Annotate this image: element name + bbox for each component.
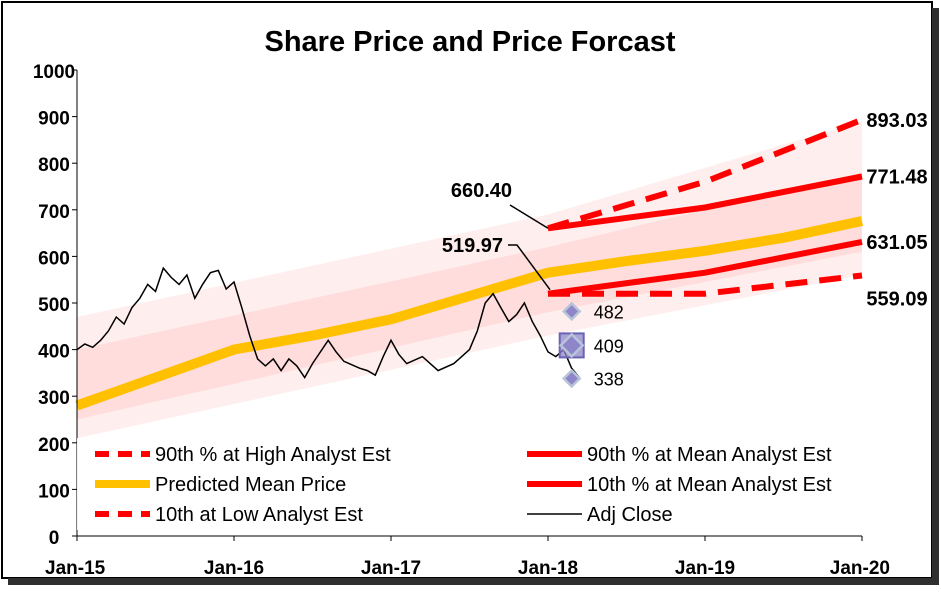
y-tick-label: 200 [38, 435, 70, 456]
series-10th-at-low-analyst-est [548, 272, 863, 297]
chart-legend: 90th % at High Analyst Est 90th % at Mean… [77, 438, 880, 530]
series-adj-close [76, 266, 580, 380]
analyst-marker-label: 409 [594, 336, 624, 356]
x-tick-label: Jan-18 [518, 558, 578, 579]
x-tick-label: Jan-20 [830, 558, 890, 579]
y-tick-label: 0 [49, 528, 60, 549]
y-tick-label: 300 [38, 388, 70, 409]
y-tick-label: 900 [38, 109, 70, 130]
annotation-label: 893.03 [866, 110, 927, 132]
series-10th-at-mean-analyst-est [547, 238, 863, 297]
series-90th-at-mean-analyst-est [547, 173, 863, 232]
annotation-label: 559.09 [866, 288, 927, 310]
legend-label: Predicted Mean Price [155, 474, 346, 496]
legend-label: 90th % at Mean Analyst Est [587, 444, 832, 466]
series-layer [75, 117, 864, 411]
legend-label: 10th % at Mean Analyst Est [587, 474, 832, 496]
annotation-label: 631.05 [866, 232, 927, 254]
series-predicted-mean-price [75, 216, 864, 411]
legend-label: Adj Close [587, 504, 673, 526]
chart-title: Share Price and Price Forcast [264, 26, 675, 58]
y-tick-label: 700 [38, 202, 70, 223]
analyst-marker-diamond [561, 301, 582, 322]
x-tick-label: Jan-17 [361, 558, 421, 579]
y-tick-label: 500 [38, 295, 70, 316]
series-90th-at-high-analyst-est [547, 117, 864, 232]
y-tick-label: 400 [38, 342, 70, 363]
annotation-leader [508, 244, 551, 291]
annotation-leader [509, 204, 549, 229]
y-tick-label: 1000 [33, 62, 75, 83]
y-tick-label: 800 [38, 155, 70, 176]
x-tick-label: Jan-15 [45, 558, 106, 579]
analyst-marker-label: 338 [594, 369, 624, 389]
annotation-label: 771.48 [866, 166, 927, 188]
analyst-marker-diamond [561, 368, 582, 389]
y-tick-label: 600 [38, 248, 70, 269]
chart-shadow-right [932, 8, 939, 585]
x-tick-label: Jan-16 [204, 558, 264, 579]
analyst-marker-label: 482 [594, 302, 624, 322]
legend-box [77, 438, 880, 530]
y-tick-label: 100 [38, 481, 70, 502]
value-annotations: 660.40 519.97 893.03 771.48 631.05 559.09 [442, 110, 928, 311]
legend-label: 90th % at High Analyst Est [155, 444, 391, 466]
x-tick-label: Jan-19 [675, 558, 735, 579]
annotation-label: 519.97 [442, 235, 503, 257]
analyst-marker-diamond [558, 332, 585, 359]
chart-shadow-bottom [8, 578, 939, 585]
analyst-markers: 482 409 338 [558, 301, 624, 389]
annotation-label: 660.40 [451, 180, 512, 202]
legend-label: 10th at Low Analyst Est [155, 504, 363, 526]
